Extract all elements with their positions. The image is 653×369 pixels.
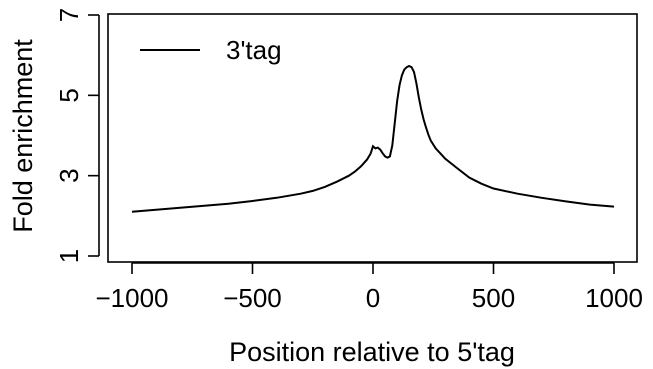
y-tick-label: 7 bbox=[54, 8, 84, 22]
x-tick-label: 0 bbox=[366, 283, 380, 313]
legend-label: 3'tag bbox=[226, 35, 282, 65]
y-tick-label: 3 bbox=[54, 168, 84, 182]
x-tick-label: −500 bbox=[223, 283, 282, 313]
y-axis-title: Fold enrichment bbox=[8, 39, 38, 233]
y-tick-label: 5 bbox=[54, 88, 84, 102]
series-line-3tag bbox=[131, 64, 615, 213]
plot-frame bbox=[107, 13, 638, 263]
y-axis: 1 3 5 7 bbox=[54, 8, 100, 263]
legend: 3'tag bbox=[140, 35, 282, 65]
x-axis-title: Position relative to 5'tag bbox=[229, 337, 515, 367]
x-axis: −1000 −500 0 500 1000 bbox=[95, 262, 643, 313]
x-tick-label: 500 bbox=[472, 283, 515, 313]
x-tick-label: 1000 bbox=[585, 283, 643, 313]
y-tick-label: 1 bbox=[54, 249, 84, 263]
x-tick-label: −1000 bbox=[95, 283, 168, 313]
